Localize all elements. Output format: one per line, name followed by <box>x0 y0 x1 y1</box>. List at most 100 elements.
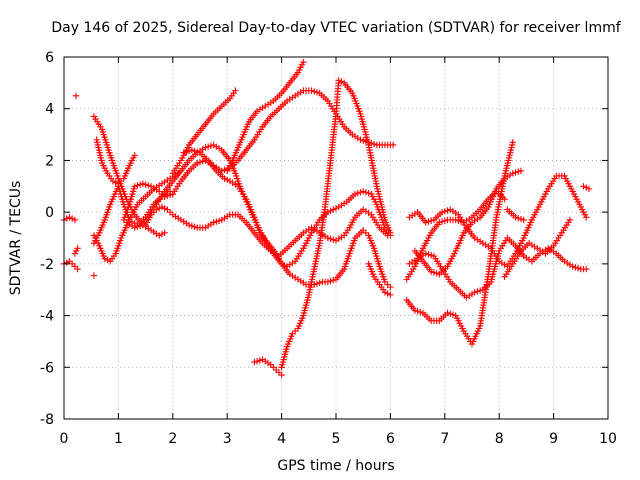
data-point <box>520 216 527 224</box>
data-point <box>90 272 98 279</box>
data-point <box>313 280 321 287</box>
data-point <box>455 217 462 224</box>
y-tick-label: -6 <box>40 360 54 376</box>
series-arc-z <box>504 206 527 224</box>
x-tick-label: 6 <box>386 431 395 447</box>
data-point <box>131 152 138 159</box>
data-point <box>425 251 432 258</box>
series-arc-q <box>251 356 285 379</box>
data-point <box>449 311 457 318</box>
data-point <box>194 148 201 156</box>
data-point <box>316 279 323 287</box>
data-point <box>474 288 481 295</box>
data-point <box>362 189 370 196</box>
data-point <box>253 358 261 365</box>
data-point <box>332 205 340 212</box>
data-point <box>134 223 141 230</box>
data-point <box>134 182 141 189</box>
series-arc-s <box>365 260 394 299</box>
data-point <box>68 215 76 222</box>
data-point <box>221 175 228 182</box>
data-point <box>360 188 367 195</box>
data-point <box>441 217 448 224</box>
series-arc-n <box>169 87 239 177</box>
data-point <box>188 222 196 230</box>
x-tick-label: 5 <box>332 431 341 447</box>
data-point <box>411 307 419 314</box>
data-point <box>112 179 119 186</box>
series-arc-p <box>224 58 307 174</box>
data-point <box>202 144 209 151</box>
data-point <box>476 287 484 294</box>
y-tick-label: 6 <box>45 50 54 66</box>
data-point <box>357 136 364 143</box>
data-point <box>158 230 166 238</box>
data-point <box>389 141 397 149</box>
data-point <box>512 169 519 176</box>
data-point <box>509 170 516 177</box>
x-tick-label: 2 <box>168 431 177 447</box>
data-point <box>425 218 432 225</box>
data-point <box>131 183 138 190</box>
data-point <box>74 245 81 252</box>
x-tick-label: 7 <box>440 431 449 447</box>
series-arc-v <box>406 172 590 270</box>
data-point <box>313 89 321 96</box>
x-axis-label: GPS time / hours <box>277 458 394 474</box>
data-point <box>512 214 519 221</box>
data-point <box>370 140 378 148</box>
data-point <box>583 214 590 221</box>
data-point <box>191 223 198 230</box>
data-point <box>164 192 171 199</box>
data-point <box>278 371 285 379</box>
data-point <box>566 216 574 224</box>
data-point <box>324 278 332 286</box>
data-point <box>104 256 111 264</box>
data-point <box>213 218 220 225</box>
data-point <box>585 185 593 193</box>
data-point <box>517 167 525 174</box>
data-point <box>360 137 367 144</box>
data-point <box>330 277 337 284</box>
data-point <box>161 229 168 237</box>
data-point <box>199 158 206 165</box>
data-point <box>63 259 70 266</box>
data-point <box>218 167 225 174</box>
x-tick-label: 4 <box>277 431 286 447</box>
axis-ticks <box>63 56 609 420</box>
data-point <box>221 166 228 174</box>
data-point <box>158 203 166 211</box>
data-point <box>365 189 372 197</box>
data-point <box>109 177 117 185</box>
data-point <box>156 205 163 212</box>
series-arc-e <box>90 272 98 279</box>
data-point <box>204 143 212 150</box>
data-point <box>71 216 79 224</box>
data-point <box>438 218 446 225</box>
data-point <box>311 88 318 95</box>
data-point <box>569 263 576 270</box>
data-point <box>583 265 590 273</box>
data-point <box>251 358 258 366</box>
data-point <box>207 142 215 149</box>
data-point <box>580 183 587 190</box>
data-point <box>335 77 342 84</box>
data-point <box>196 158 204 166</box>
data-point <box>330 206 337 213</box>
data-point <box>444 309 451 317</box>
data-point <box>224 176 231 184</box>
data-point <box>300 58 307 66</box>
data-point <box>471 289 478 296</box>
data-point <box>188 146 196 154</box>
y-tick-labels: -8 -6 -4 -2 0 2 4 6 <box>40 50 54 428</box>
data-point <box>583 184 590 191</box>
series-arc-g <box>93 136 138 187</box>
data-point <box>232 87 239 94</box>
data-point <box>194 159 201 167</box>
data-point <box>215 217 223 224</box>
x-tick-label: 8 <box>495 431 504 447</box>
data-point <box>101 255 108 262</box>
data-point <box>574 264 582 272</box>
data-point <box>161 193 168 200</box>
series-arc-j <box>120 180 168 224</box>
